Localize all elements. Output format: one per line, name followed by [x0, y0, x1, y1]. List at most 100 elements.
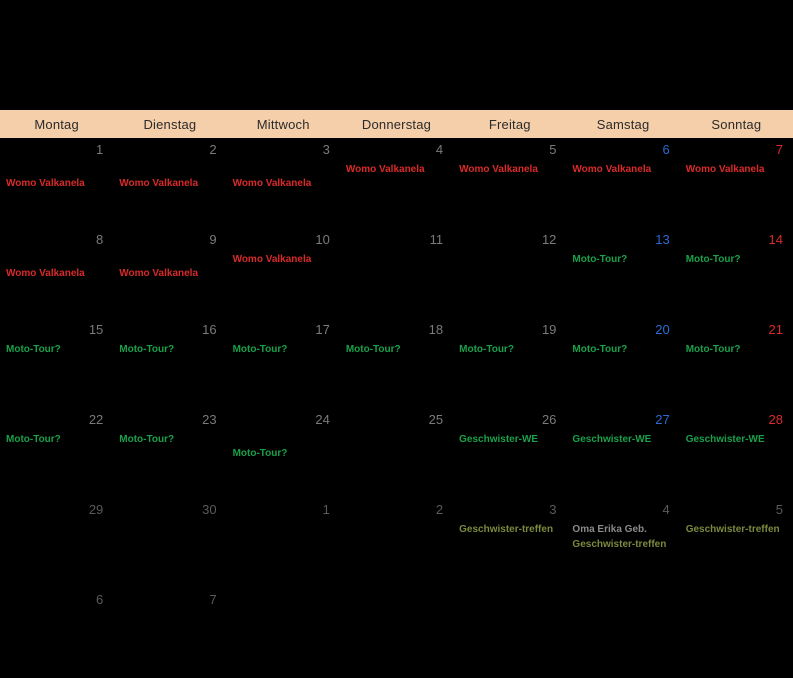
calendar-event[interactable]: Moto-Tour?	[119, 344, 218, 357]
calendar-event[interactable]: Womo Valkanela	[6, 178, 105, 191]
calendar-day-cell[interactable]: 20 Moto-Tour?	[566, 318, 679, 408]
calendar-day-cell[interactable]: 29	[0, 498, 113, 588]
calendar-day-cell[interactable]: 7	[113, 588, 226, 678]
day-number: 30	[202, 502, 216, 517]
calendar-day-cell[interactable]: 9 Womo Valkanela	[113, 228, 226, 318]
day-number: 16	[202, 322, 216, 337]
day-number: 20	[655, 322, 669, 337]
calendar-event[interactable]: Womo Valkanela	[572, 164, 671, 177]
calendar-event[interactable]: Geschwister-treffen	[686, 524, 785, 537]
day-number: 7	[776, 142, 783, 157]
calendar-day-cell[interactable]: 25	[340, 408, 453, 498]
calendar-day-cell[interactable]: 26 Geschwister-WE	[453, 408, 566, 498]
calendar-day-cell[interactable]: 16 Moto-Tour?	[113, 318, 226, 408]
calendar-day-cell[interactable]: 27 Geschwister-WE	[566, 408, 679, 498]
calendar-event[interactable]: Womo Valkanela	[119, 178, 218, 191]
calendar-event[interactable]: Womo Valkanela	[119, 268, 218, 281]
day-number: 3	[549, 502, 556, 517]
day-number: 17	[315, 322, 329, 337]
calendar-day-cell[interactable]: 6Womo Valkanela	[566, 138, 679, 228]
calendar-day-cell[interactable]: 18Moto-Tour?	[340, 318, 453, 408]
day-number: 1	[323, 502, 330, 517]
calendar-day-cell[interactable]: 19 Moto-Tour?	[453, 318, 566, 408]
calendar-event[interactable]: Moto-Tour?	[119, 434, 218, 447]
day-number: 22	[89, 412, 103, 427]
weekday-header: Freitag	[453, 117, 566, 132]
day-number: 19	[542, 322, 556, 337]
calendar-event[interactable]: Geschwister-WE	[686, 434, 785, 447]
calendar-event[interactable]: Oma Erika Geb.	[572, 524, 671, 537]
calendar-event[interactable]: Moto-Tour?	[572, 344, 671, 357]
calendar-event[interactable]: Moto-Tour?	[346, 344, 445, 357]
calendar-day-cell[interactable]: 5 Geschwister-treffen	[680, 498, 793, 588]
day-number: 5	[549, 142, 556, 157]
calendar-day-cell[interactable]: 10 Womo Valkanela	[227, 228, 340, 318]
day-number: 23	[202, 412, 216, 427]
calendar-event[interactable]: Moto-Tour?	[459, 344, 558, 357]
day-number: 2	[209, 142, 216, 157]
day-number: 13	[655, 232, 669, 247]
day-number: 2	[436, 502, 443, 517]
day-number: 26	[542, 412, 556, 427]
calendar-day-cell[interactable]: 13 Moto-Tour?	[566, 228, 679, 318]
calendar-grid: 1Womo Valkanela2Womo Valkanela3Womo Valk…	[0, 138, 793, 678]
calendar-day-cell[interactable]: 1	[227, 498, 340, 588]
calendar-day-cell[interactable]: 28 Geschwister-WE	[680, 408, 793, 498]
day-number: 7	[209, 592, 216, 607]
calendar-day-cell[interactable]: 7 Womo Valkanela	[680, 138, 793, 228]
calendar-event[interactable]: Moto-Tour?	[233, 344, 332, 357]
calendar-day-cell[interactable]: 12	[453, 228, 566, 318]
calendar-day-cell[interactable]: 14Moto-Tour?	[680, 228, 793, 318]
calendar-event[interactable]: Geschwister-WE	[459, 434, 558, 447]
calendar-day-cell[interactable]: 4Womo Valkanela	[340, 138, 453, 228]
calendar-day-cell[interactable]: 17 Moto-Tour?	[227, 318, 340, 408]
calendar-day-cell[interactable]: 21 Moto-Tour?	[680, 318, 793, 408]
weekday-header: Dienstag	[113, 117, 226, 132]
calendar-day-cell[interactable]: 3 Womo Valkanela	[227, 138, 340, 228]
calendar-day-cell[interactable]: 2	[340, 498, 453, 588]
weekday-header: Montag	[0, 117, 113, 132]
calendar-event[interactable]: Womo Valkanela	[6, 268, 105, 281]
calendar-event[interactable]: Moto-Tour?	[6, 434, 105, 447]
calendar-day-cell[interactable]: 11	[340, 228, 453, 318]
calendar-event[interactable]: Womo Valkanela	[233, 254, 332, 267]
day-number: 9	[209, 232, 216, 247]
day-number: 29	[89, 502, 103, 517]
calendar-event[interactable]: Moto-Tour?	[233, 448, 332, 461]
day-number: 27	[655, 412, 669, 427]
day-number: 28	[769, 412, 783, 427]
day-number: 5	[776, 502, 783, 517]
calendar-day-cell[interactable]: 4Oma Erika Geb.Geschwister-treffen	[566, 498, 679, 588]
calendar-day-cell[interactable]: 15 Moto-Tour?	[0, 318, 113, 408]
calendar-day-cell[interactable]: 6	[0, 588, 113, 678]
calendar-event[interactable]: Moto-Tour?	[686, 344, 785, 357]
calendar-event[interactable]: Moto-Tour?	[686, 254, 785, 267]
day-number: 10	[315, 232, 329, 247]
calendar-day-cell[interactable]: 30	[113, 498, 226, 588]
calendar-day-cell[interactable]: 1Womo Valkanela	[0, 138, 113, 228]
calendar-day-cell[interactable]: 23 Moto-Tour?	[113, 408, 226, 498]
calendar-event[interactable]: Womo Valkanela	[233, 178, 332, 191]
calendar-event[interactable]: Moto-Tour?	[6, 344, 105, 357]
day-number: 24	[315, 412, 329, 427]
calendar-event[interactable]: Womo Valkanela	[459, 164, 558, 177]
weekday-header: Donnerstag	[340, 117, 453, 132]
calendar-event[interactable]: Geschwister-treffen	[572, 539, 671, 552]
calendar-event[interactable]: Womo Valkanela	[686, 164, 785, 177]
weekday-header: Mittwoch	[227, 117, 340, 132]
calendar-day-cell[interactable]: 3 Geschwister-treffen	[453, 498, 566, 588]
day-number: 15	[89, 322, 103, 337]
day-number: 3	[323, 142, 330, 157]
day-number: 12	[542, 232, 556, 247]
calendar-day-cell[interactable]: 24 Moto-Tour?	[227, 408, 340, 498]
calendar-event[interactable]: Moto-Tour?	[572, 254, 671, 267]
day-number: 21	[769, 322, 783, 337]
weekday-header-row: Montag Dienstag Mittwoch Donnerstag Frei…	[0, 110, 793, 138]
calendar-event[interactable]: Geschwister-WE	[572, 434, 671, 447]
calendar-day-cell[interactable]: 5 Womo Valkanela	[453, 138, 566, 228]
calendar-day-cell[interactable]: 8Womo Valkanela	[0, 228, 113, 318]
calendar-day-cell[interactable]: 2 Womo Valkanela	[113, 138, 226, 228]
calendar-event[interactable]: Womo Valkanela	[346, 164, 445, 177]
calendar-day-cell[interactable]: 22 Moto-Tour?	[0, 408, 113, 498]
calendar-event[interactable]: Geschwister-treffen	[459, 524, 558, 537]
